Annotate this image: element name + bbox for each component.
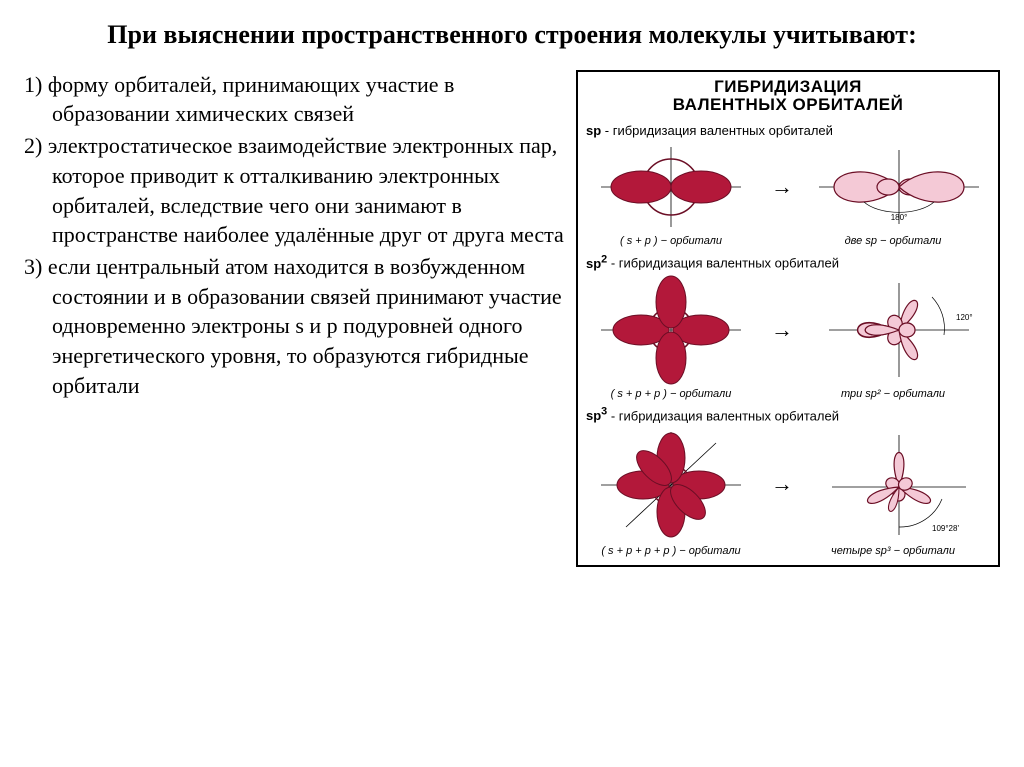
arrow-icon: → (762, 471, 802, 497)
sp2-input-svg (591, 275, 751, 385)
angle-label: 180° (891, 213, 908, 222)
caption-row-sp2: ( s + p + p ) − орбитали три sp² − орбит… (586, 388, 990, 400)
caption-row-sp: ( s + p ) − орбитали две sp − орбитали (586, 235, 990, 247)
result-orbitals-sp3: 109°28' (808, 427, 990, 542)
row-diagram-sp: → 180° (586, 142, 990, 232)
row-label-sp3: sp3 - гибридизация валентных орбиталей (586, 406, 990, 423)
row-label-sp2: sp2 - гибридизация валентных орбиталей (586, 253, 990, 270)
arrow-icon: → (762, 174, 802, 200)
caption-left: ( s + p + p + p ) − орбитали (586, 545, 756, 557)
sp3-input-svg (591, 427, 751, 542)
panel-title: ГИБРИДИЗАЦИЯ ВАЛЕНТНЫХ ОРБИТАЛЕЙ (586, 78, 990, 115)
caption-right: три sp² − орбитали (796, 388, 990, 400)
angle-label: 109°28' (932, 524, 959, 533)
input-orbitals-sp2 (586, 275, 756, 385)
result-orbitals-sp2: 120° (808, 275, 990, 385)
row-diagram-sp3: → (586, 427, 990, 542)
sp2-result-svg: 120° (814, 275, 984, 385)
angle-label: 120° (956, 313, 973, 322)
sp-result-svg: 180° (814, 142, 984, 232)
caption-right: четыре sp³ − орбитали (796, 545, 990, 557)
panel-title-line: ВАЛЕНТНЫХ ОРБИТАЛЕЙ (673, 95, 904, 114)
hybridization-panel: ГИБРИДИЗАЦИЯ ВАЛЕНТНЫХ ОРБИТАЛЕЙ sp - ги… (576, 70, 1000, 567)
arrow-icon: → (762, 317, 802, 343)
input-orbitals-sp3 (586, 427, 756, 542)
content-area: 1) форму орбиталей, принимающих участие … (24, 70, 1000, 567)
result-orbitals-sp: 180° (808, 142, 990, 232)
caption-row-sp3: ( s + p + p + p ) − орбитали четыре sp³ … (586, 545, 990, 557)
sp3-result-svg: 109°28' (814, 427, 984, 542)
row-diagram-sp2: → (586, 275, 990, 385)
row-label-sp: sp - гибридизация валентных орбиталей (586, 123, 990, 138)
page-title: При выяснении пространственного строения… (24, 18, 1000, 52)
panel-title-line: ГИБРИДИЗАЦИЯ (714, 77, 862, 96)
caption-left: ( s + p ) − орбитали (586, 235, 756, 247)
caption-right: две sp − орбитали (796, 235, 990, 247)
caption-left: ( s + p + p ) − орбитали (586, 388, 756, 400)
list-item: 3) если центральный атом находится в воз… (24, 252, 564, 400)
input-orbitals-sp (586, 142, 756, 232)
list-item: 2) электростатическое взаимодействие эле… (24, 131, 564, 250)
list-item: 1) форму орбиталей, принимающих участие … (24, 70, 564, 129)
sp-input-svg (591, 142, 751, 232)
text-list: 1) форму орбиталей, принимающих участие … (24, 70, 564, 567)
